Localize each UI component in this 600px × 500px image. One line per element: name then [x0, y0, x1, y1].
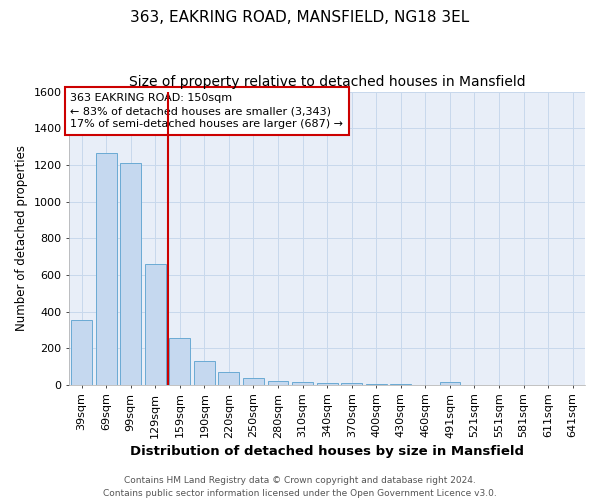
Bar	[292, 382, 313, 385]
Text: 363, EAKRING ROAD, MANSFIELD, NG18 3EL: 363, EAKRING ROAD, MANSFIELD, NG18 3EL	[130, 10, 470, 25]
Bar	[243, 378, 264, 385]
Bar	[71, 320, 92, 385]
Bar	[268, 381, 289, 385]
Text: 363 EAKRING ROAD: 150sqm
← 83% of detached houses are smaller (3,343)
17% of sem: 363 EAKRING ROAD: 150sqm ← 83% of detach…	[70, 93, 343, 130]
Bar	[145, 264, 166, 385]
Bar	[194, 361, 215, 385]
Bar	[218, 372, 239, 385]
Bar	[341, 383, 362, 385]
Bar	[391, 384, 411, 385]
Bar	[169, 338, 190, 385]
Bar	[96, 153, 116, 385]
Y-axis label: Number of detached properties: Number of detached properties	[15, 145, 28, 331]
Bar	[317, 383, 338, 385]
Text: Contains HM Land Registry data © Crown copyright and database right 2024.
Contai: Contains HM Land Registry data © Crown c…	[103, 476, 497, 498]
Bar	[440, 382, 460, 385]
Bar	[366, 384, 387, 385]
Title: Size of property relative to detached houses in Mansfield: Size of property relative to detached ho…	[129, 75, 526, 89]
Bar	[120, 163, 141, 385]
X-axis label: Distribution of detached houses by size in Mansfield: Distribution of detached houses by size …	[130, 444, 524, 458]
